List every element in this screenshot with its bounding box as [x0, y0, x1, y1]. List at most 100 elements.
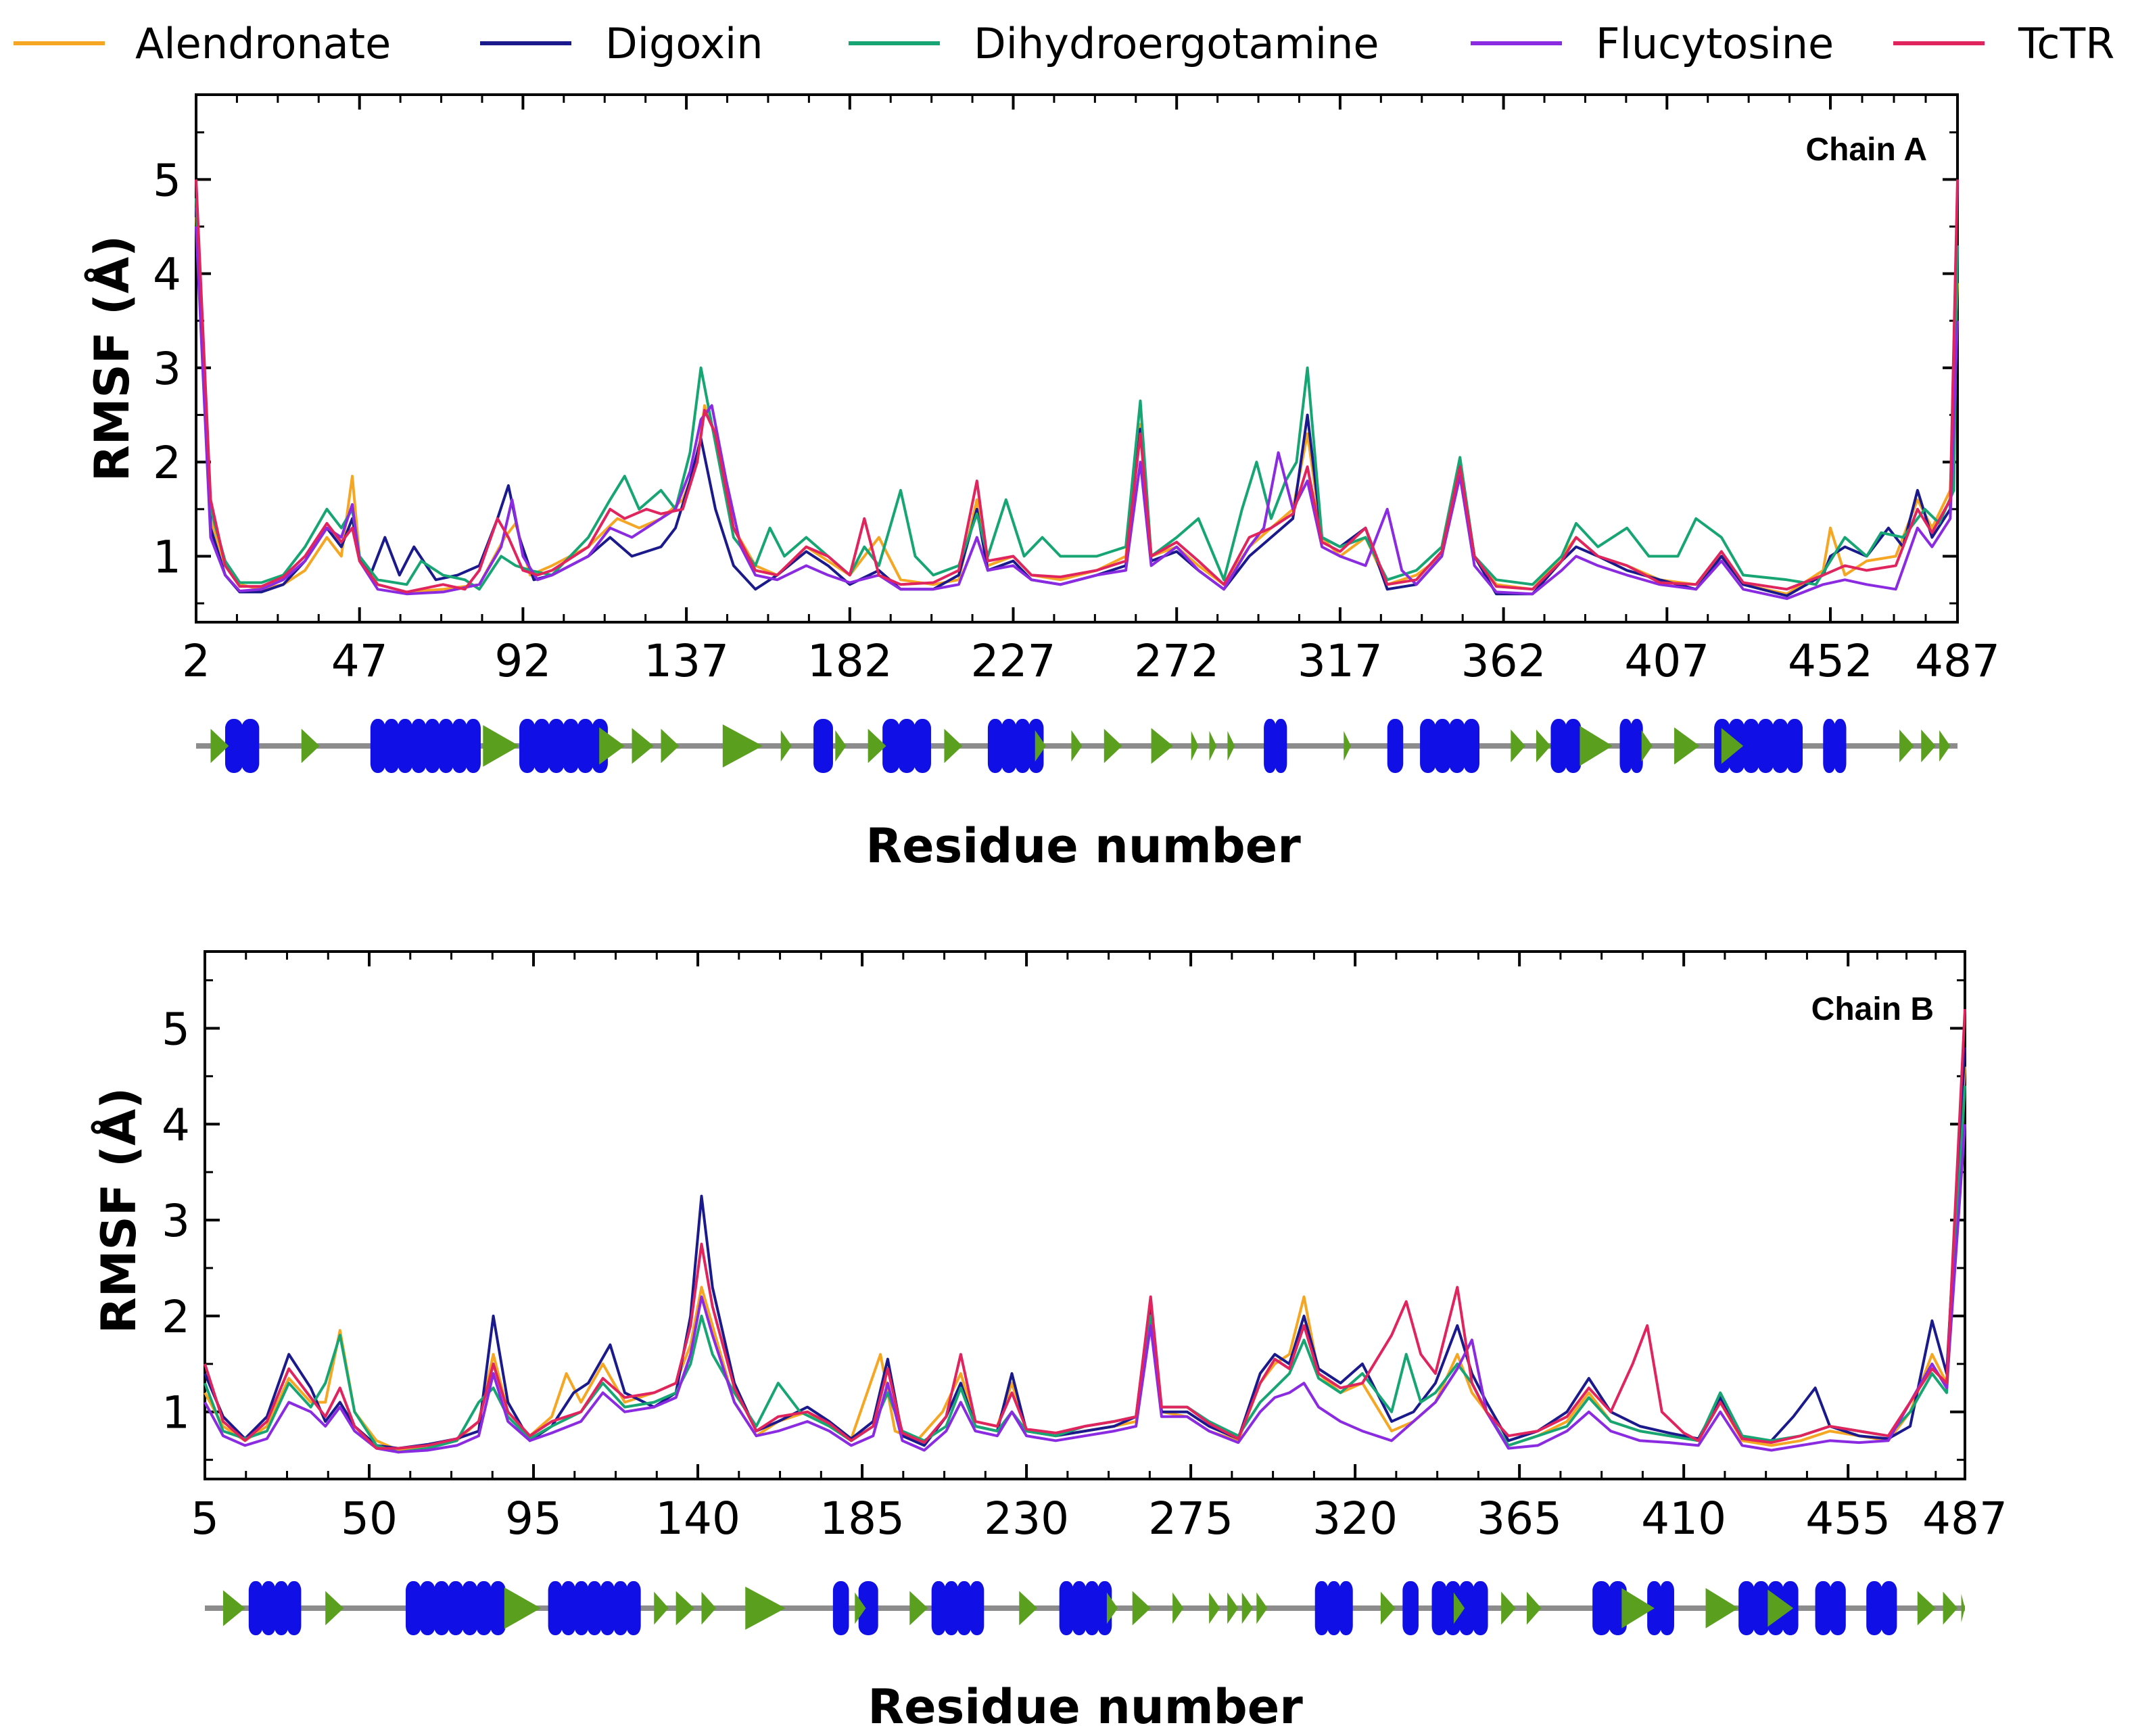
beta-strand — [1209, 1592, 1220, 1624]
helix — [370, 719, 481, 773]
legend-label-flucytosine: Flucytosine — [1596, 19, 1834, 68]
beta-strand — [1035, 730, 1046, 762]
y-tick-label: 2 — [153, 437, 181, 489]
helix-turn — [1387, 719, 1404, 773]
beta-strand — [1961, 1593, 1965, 1623]
helix-turn — [448, 1581, 464, 1635]
helix — [1264, 719, 1287, 773]
helix — [1866, 1581, 1897, 1635]
beta-strand — [1106, 1592, 1118, 1624]
chain-b-label: Chain B — [1811, 991, 1934, 1027]
helix-turn — [1431, 1581, 1447, 1635]
helix-turn — [476, 1581, 492, 1635]
helix-turn — [957, 1581, 972, 1635]
helix-turn — [1786, 719, 1803, 773]
x-tick-label: 272 — [1134, 635, 1219, 687]
x-tick-label: 365 — [1477, 1493, 1562, 1545]
chain-b-panel: 5 50 95 140 185 230 275 320 365 410 455 487 1 2 3 4 5 Ch… — [91, 950, 2008, 1735]
helix — [519, 719, 608, 773]
y-tick-label: 1 — [153, 532, 181, 584]
helix — [1619, 719, 1643, 773]
helix-turn — [1834, 719, 1847, 773]
x-tick-label: 2 — [182, 635, 210, 687]
chain-a-label: Chain A — [1805, 132, 1927, 168]
helix-turn — [1630, 719, 1643, 773]
helix-turn — [574, 1581, 589, 1635]
helix-turn — [490, 1581, 506, 1635]
series-line-digoxin — [195, 189, 1959, 597]
beta-strand — [1674, 727, 1700, 765]
helix-turn — [1085, 1581, 1099, 1635]
helix-turn — [419, 1581, 435, 1635]
beta-strand — [1241, 1592, 1253, 1624]
helix-turn — [1402, 1581, 1419, 1635]
beta-strand — [1453, 1592, 1465, 1624]
legend-label-digoxin: Digoxin — [605, 19, 763, 68]
x-tick-label: 47 — [331, 635, 388, 687]
helix-turn — [1823, 719, 1836, 773]
beta-strand — [1256, 1592, 1268, 1624]
helix — [1387, 719, 1404, 773]
helix — [406, 1581, 506, 1635]
series-line-flucytosine — [204, 1124, 1966, 1454]
x-tick-label: 455 — [1805, 1493, 1891, 1545]
helix-turn — [1339, 1581, 1353, 1635]
helix-turn — [858, 1581, 878, 1635]
x-tick-label: 487 — [1922, 1493, 2008, 1545]
helix-turn — [1275, 719, 1287, 773]
x-tick-label: 227 — [971, 635, 1056, 687]
beta-strand — [599, 727, 625, 765]
beta-strand — [722, 724, 763, 768]
helix — [1431, 1581, 1488, 1635]
helix-turn — [813, 719, 833, 773]
beta-strand — [325, 1591, 344, 1626]
helix-turn — [1565, 719, 1582, 773]
helix-turn — [600, 1581, 615, 1635]
helix-turn — [882, 719, 900, 773]
helix-turn — [1772, 719, 1788, 773]
helix-turn — [1264, 719, 1277, 773]
helix-turn — [1660, 1581, 1674, 1635]
y-tick-label: 5 — [162, 1003, 190, 1055]
helix-turn — [241, 719, 260, 773]
chain-a-plot-frame — [195, 93, 1959, 624]
y-tick-label: 2 — [162, 1291, 190, 1343]
beta-strand — [701, 1591, 717, 1625]
helix — [548, 1581, 641, 1635]
beta-strand — [1227, 1592, 1239, 1624]
helix — [1420, 719, 1480, 773]
helix-turn — [433, 1581, 450, 1635]
legend-label-tctr: TcTR — [2018, 19, 2114, 68]
helix-turn — [1619, 719, 1632, 773]
beta-strand — [944, 728, 963, 764]
beta-strand — [1641, 730, 1653, 762]
y-tick-label: 5 — [153, 154, 181, 206]
chain-a-y-axis-title: RMSF (Å) — [85, 235, 140, 482]
beta-strand — [223, 1590, 245, 1626]
helix-turn — [261, 1581, 276, 1635]
beta-strand — [1921, 729, 1936, 763]
beta-strand — [1939, 730, 1951, 762]
beta-strand — [1580, 726, 1613, 766]
helix-turn — [1445, 1581, 1461, 1635]
helix-turn — [1434, 719, 1451, 773]
x-tick-label: 95 — [505, 1493, 562, 1545]
helix-turn — [1592, 1581, 1611, 1635]
beta-strand — [868, 728, 886, 764]
helix-turn — [970, 1581, 984, 1635]
beta-strand — [504, 1587, 541, 1629]
beta-strand — [483, 725, 520, 767]
helix-turn — [832, 1581, 849, 1635]
helix — [858, 1581, 878, 1635]
x-tick-label: 185 — [820, 1493, 905, 1545]
chain-b-plot-frame — [204, 950, 1966, 1480]
helix-turn — [1015, 719, 1030, 773]
helix-turn — [1830, 1581, 1846, 1635]
helix-turn — [383, 719, 400, 773]
beta-strand — [1209, 730, 1217, 761]
x-tick-label: 317 — [1298, 635, 1383, 687]
beta-strand — [1536, 729, 1551, 763]
